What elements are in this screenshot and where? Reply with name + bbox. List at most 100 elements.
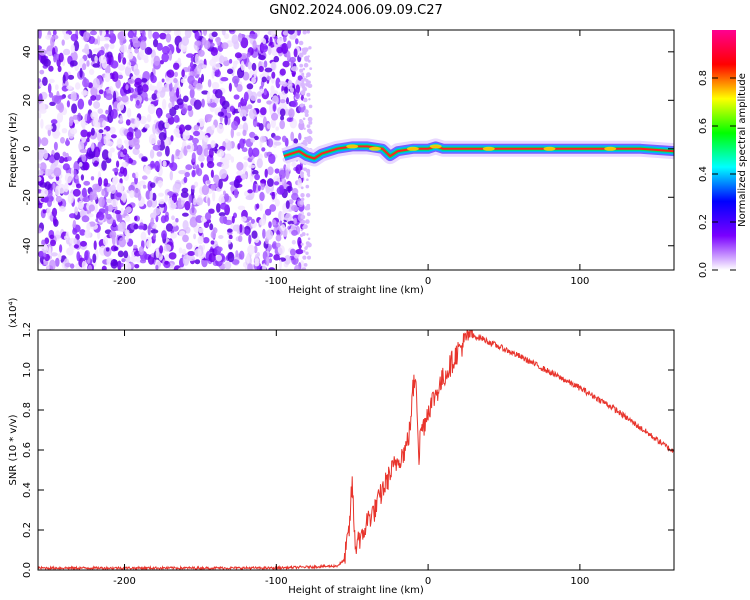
noise-speckle xyxy=(125,233,129,243)
noise-speckle xyxy=(286,40,292,49)
noise-speckle xyxy=(214,63,221,70)
noise-speckle xyxy=(305,241,310,246)
noise-speckle xyxy=(58,102,64,113)
noise-speckle xyxy=(268,221,272,229)
noise-speckle xyxy=(53,95,62,105)
noise-speckle xyxy=(273,55,280,63)
noise-speckle xyxy=(279,119,286,130)
noise-speckle xyxy=(154,160,160,172)
noise-speckle xyxy=(227,228,233,233)
noise-speckle xyxy=(309,67,313,70)
noise-speckle xyxy=(64,262,72,268)
noise-speckle xyxy=(303,62,309,68)
noise-speckle xyxy=(266,123,271,130)
noise-speckle xyxy=(291,239,296,245)
noise-speckle xyxy=(238,32,243,43)
noise-speckle xyxy=(155,247,159,259)
noise-speckle xyxy=(92,63,101,68)
colorbar-label: Normalized spectral amplitude xyxy=(737,73,748,227)
noise-speckle xyxy=(243,161,248,168)
noise-speckle xyxy=(307,128,312,133)
noise-speckle xyxy=(211,31,218,38)
noise-speckle xyxy=(139,115,147,125)
noise-speckle xyxy=(123,139,129,144)
noise-speckle xyxy=(282,30,289,36)
noise-speckle xyxy=(248,108,257,120)
noise-speckle xyxy=(305,219,310,224)
noise-speckle xyxy=(183,145,188,157)
noise-speckle xyxy=(150,160,155,168)
noise-speckle xyxy=(72,219,77,229)
noise-speckle xyxy=(130,94,138,99)
noise-speckle xyxy=(191,169,196,178)
noise-speckle xyxy=(94,93,101,101)
colorbar-gradient xyxy=(712,30,736,270)
noise-speckle xyxy=(287,220,295,225)
noise-speckle xyxy=(39,182,48,188)
noise-speckle xyxy=(80,129,88,138)
noise-speckle xyxy=(164,214,170,222)
y-tick-label: 0.0 xyxy=(22,562,33,578)
noise-speckle xyxy=(50,123,57,132)
noise-speckle xyxy=(237,205,246,211)
noise-speckle xyxy=(165,33,172,43)
noise-speckle xyxy=(70,60,78,67)
noise-speckle xyxy=(271,112,279,121)
noise-speckle xyxy=(47,83,52,94)
noise-speckle xyxy=(215,181,219,188)
noise-speckle xyxy=(158,120,165,131)
noise-speckle xyxy=(157,139,161,146)
noise-speckle xyxy=(253,245,258,254)
noise-speckle xyxy=(93,101,101,109)
noise-speckle xyxy=(116,160,120,168)
noise-speckle xyxy=(175,218,179,223)
noise-speckle xyxy=(102,135,111,146)
noise-speckle xyxy=(298,132,302,141)
snr-panel: -200 -100 0 100 0.0 0.2 0.4 0.6 0.8 1.0 1.2 Heigh… xyxy=(8,297,675,596)
noise-speckle xyxy=(70,263,75,269)
noise-speckle xyxy=(81,260,86,270)
noise-speckle xyxy=(121,258,126,263)
noise-speckle xyxy=(307,83,312,88)
noise-speckle xyxy=(82,78,90,88)
noise-speckle xyxy=(250,137,256,143)
noise-speckle xyxy=(134,47,140,54)
noise-speckle xyxy=(156,151,163,157)
noise-speckle xyxy=(171,224,179,232)
noise-speckle xyxy=(267,178,274,187)
noise-speckle xyxy=(138,246,144,256)
noise-speckle xyxy=(275,126,280,131)
noise-speckle xyxy=(38,55,41,60)
noise-speckle xyxy=(70,166,75,176)
colorbar-tick-label: 0.0 xyxy=(698,262,709,278)
noise-speckle xyxy=(191,202,195,214)
noise-speckle xyxy=(93,240,97,250)
noise-speckle xyxy=(38,136,41,148)
noise-speckle xyxy=(69,213,76,219)
noise-speckle xyxy=(50,119,58,125)
noise-speckle xyxy=(280,115,285,121)
noise-speckle xyxy=(260,107,267,116)
noise-speckle xyxy=(92,77,100,89)
ridge-hotspot xyxy=(543,146,556,151)
y-tick-label: -40 xyxy=(22,238,33,254)
noise-speckle xyxy=(193,233,197,240)
noise-speckle xyxy=(73,244,79,249)
noise-speckle xyxy=(241,98,247,104)
noise-speckle xyxy=(273,135,281,140)
noise-speckle xyxy=(103,246,112,257)
noise-speckle xyxy=(290,66,299,72)
noise-speckle xyxy=(137,85,144,95)
noise-speckle xyxy=(103,129,107,135)
noise-speckle xyxy=(168,50,173,61)
noise-speckle xyxy=(308,98,311,101)
noise-speckle xyxy=(98,208,106,215)
noise-speckle xyxy=(105,93,113,101)
noise-speckle xyxy=(93,146,101,158)
noise-speckle xyxy=(64,182,69,193)
noise-speckle xyxy=(149,149,155,159)
noise-speckle xyxy=(118,74,124,80)
noise-speckle xyxy=(38,163,41,168)
noise-speckle xyxy=(45,51,53,56)
noise-speckle xyxy=(169,82,173,92)
